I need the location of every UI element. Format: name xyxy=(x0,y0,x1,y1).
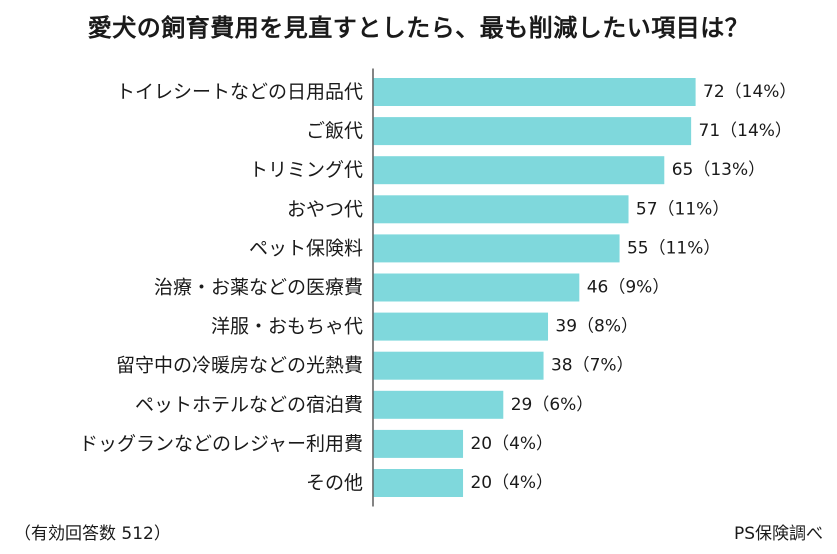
category-label: 留守中の冷暖房などの光熱費 xyxy=(116,355,363,377)
category-label: ペット保険料 xyxy=(249,237,363,259)
category-label: ペットホテルなどの宿泊費 xyxy=(135,394,363,416)
bar xyxy=(373,117,692,146)
data-label: 38（7%） xyxy=(551,356,634,376)
respondent-count-note: （有効回答数 512） xyxy=(14,524,171,544)
category-label: ご飯代 xyxy=(306,120,363,142)
category-label: おやつ代 xyxy=(287,198,363,220)
bar xyxy=(373,156,665,185)
category-label: トリミング代 xyxy=(249,159,363,181)
bar xyxy=(373,78,696,106)
data-label: 20（4%） xyxy=(470,473,553,493)
data-label: 39（8%） xyxy=(555,317,638,337)
bar xyxy=(373,351,544,380)
category-label: トイレシートなどの日用品代 xyxy=(116,81,363,103)
chart-title: 愛犬の飼育費用を見直すとしたら、最も削減したい項目は？ xyxy=(87,14,750,42)
bar xyxy=(373,390,504,419)
data-label: 72（14%） xyxy=(703,82,796,102)
data-label: 55（11%） xyxy=(627,238,720,258)
data-label: 29（6%） xyxy=(511,395,594,415)
category-label: 治療・お薬などの医療費 xyxy=(154,277,363,299)
data-label: 71（14%） xyxy=(699,121,792,141)
data-label: 57（11%） xyxy=(636,199,729,219)
bar xyxy=(373,469,464,497)
bar xyxy=(373,234,620,263)
source-credit: PS保険調べ xyxy=(733,524,823,544)
bar xyxy=(373,273,580,302)
bar xyxy=(373,429,464,458)
data-label: 46（9%） xyxy=(587,278,670,298)
bar xyxy=(373,312,549,341)
bar xyxy=(373,195,629,224)
data-label: 65（13%） xyxy=(672,160,765,180)
category-label: ドッグランなどのレジャー利用費 xyxy=(79,433,363,455)
data-label: 20（4%） xyxy=(470,434,553,454)
category-label: その他 xyxy=(306,472,363,494)
category-label: 洋服・おもちゃ代 xyxy=(211,316,363,338)
